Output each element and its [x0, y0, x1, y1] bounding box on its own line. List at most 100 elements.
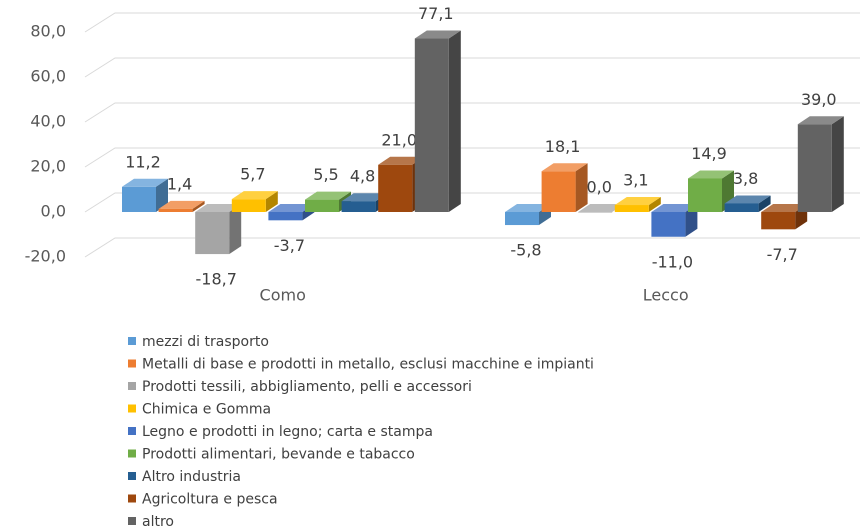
bar-front — [341, 201, 376, 212]
bar-top — [378, 156, 425, 165]
bar — [414, 30, 461, 213]
grid-line — [84, 237, 860, 258]
x-tick-label: Lecco — [643, 286, 689, 305]
value-label: 21,0 — [381, 130, 417, 149]
bar-side — [192, 200, 205, 212]
bar-top — [761, 204, 808, 212]
grid-line — [84, 102, 860, 123]
value-label: 14,9 — [691, 144, 727, 163]
legend-label: mezzi di trasporto — [142, 334, 269, 350]
bar-side — [685, 204, 698, 237]
bar-front — [231, 199, 266, 212]
value-label: 1,4 — [167, 174, 192, 193]
grid-line — [84, 192, 860, 213]
bar — [614, 197, 661, 212]
bar-top — [268, 204, 315, 212]
y-tick-label: 80,0 — [30, 22, 66, 41]
value-label: 4,8 — [350, 167, 375, 186]
legend-swatch — [128, 337, 136, 345]
value-label: 77,1 — [418, 4, 454, 23]
bar-top — [341, 193, 388, 202]
bar — [231, 191, 278, 212]
value-label: 39,0 — [801, 90, 837, 109]
value-label: -11,0 — [652, 252, 693, 271]
y-tick-label: 40,0 — [30, 112, 66, 131]
bar-top — [614, 197, 661, 206]
legend-swatch — [128, 494, 136, 503]
value-label: 5,5 — [313, 165, 338, 184]
legend-label: Agricoltura e pesca — [142, 492, 278, 508]
grid-line — [84, 12, 860, 33]
bar-front — [378, 164, 413, 212]
bar — [761, 204, 808, 230]
y-tick-label: 20,0 — [30, 157, 66, 176]
legend-swatch — [128, 449, 136, 458]
y-tick-label: -20,0 — [25, 247, 66, 266]
legend-swatch — [128, 359, 136, 368]
bar-top — [122, 178, 168, 187]
bar-top — [541, 163, 588, 172]
legend-swatch — [128, 517, 136, 525]
bar — [195, 204, 242, 255]
bar-top — [195, 204, 242, 212]
bar-front — [614, 205, 649, 212]
bar-front — [158, 208, 193, 212]
bar — [651, 204, 698, 237]
bar-side — [156, 178, 168, 212]
bar — [158, 200, 205, 212]
value-label: 11,2 — [125, 152, 161, 171]
bar — [797, 116, 844, 212]
bar — [724, 195, 771, 212]
bar-front — [305, 199, 339, 212]
bar-front — [268, 212, 303, 221]
legend-label: Metalli di base e prodotti in metallo, e… — [142, 357, 594, 373]
bar-top — [414, 30, 461, 39]
bar-side — [648, 197, 661, 212]
value-label: 3,8 — [733, 169, 758, 188]
value-label: 5,7 — [240, 165, 265, 184]
bar-front — [797, 124, 832, 212]
legend-label: Legno e prodotti in legno; carta e stamp… — [142, 424, 433, 440]
bar-front — [761, 212, 796, 230]
bar-front — [195, 212, 230, 255]
bar-top — [688, 170, 734, 179]
value-label: -7,7 — [767, 245, 798, 264]
bar-front — [578, 212, 613, 213]
x-tick-label: Como — [260, 286, 306, 305]
bar-top — [724, 195, 771, 204]
grid-line — [84, 147, 860, 168]
bar — [541, 163, 588, 212]
bar-front — [541, 171, 576, 212]
bar-top — [651, 204, 698, 212]
bar — [578, 204, 625, 213]
legend-label: Altro industria — [142, 469, 241, 485]
value-label: -18,7 — [195, 270, 236, 289]
bar-front — [414, 38, 449, 213]
bar-front — [651, 212, 686, 237]
bar-top — [305, 191, 351, 200]
bar-front — [122, 186, 156, 212]
legend-swatch — [128, 427, 136, 435]
legend-label: altro — [142, 514, 174, 530]
bar-side — [758, 195, 771, 212]
bar-side — [575, 163, 588, 212]
value-label: -5,8 — [510, 241, 541, 260]
legend-swatch — [128, 404, 136, 413]
legend-swatch — [128, 382, 136, 390]
bar-front — [688, 178, 722, 212]
bar-side — [229, 204, 242, 255]
bar-top — [505, 204, 551, 212]
bar-top — [578, 204, 625, 212]
bar-top — [158, 200, 205, 209]
bar — [122, 178, 168, 212]
bar-front — [724, 203, 759, 212]
legend-label: Prodotti tessili, abbigliamento, pelli e… — [142, 379, 472, 395]
bar — [505, 204, 551, 226]
value-label: -3,7 — [274, 236, 305, 255]
y-tick-label: 0,0 — [41, 202, 66, 221]
bar-front — [505, 212, 539, 226]
legend-label: Chimica e Gomma — [142, 402, 271, 418]
bar-side — [265, 191, 278, 212]
value-label: 3,1 — [623, 171, 648, 190]
